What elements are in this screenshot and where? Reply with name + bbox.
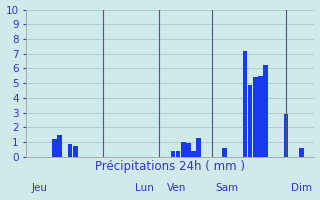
Text: Dim: Dim: [291, 183, 312, 193]
Bar: [171, 151, 175, 157]
Bar: [258, 76, 263, 157]
Bar: [243, 51, 247, 157]
Text: Sam: Sam: [215, 183, 238, 193]
Bar: [58, 135, 62, 157]
Text: Lun: Lun: [135, 183, 154, 193]
Bar: [248, 85, 252, 157]
Bar: [176, 151, 180, 157]
Bar: [263, 65, 268, 157]
Bar: [196, 138, 201, 157]
Bar: [222, 148, 227, 157]
Bar: [68, 144, 72, 157]
Bar: [181, 142, 186, 157]
Bar: [186, 143, 191, 157]
Text: Jeu: Jeu: [31, 183, 47, 193]
Bar: [52, 139, 57, 157]
Bar: [191, 151, 196, 157]
Text: Ven: Ven: [166, 183, 186, 193]
Bar: [284, 114, 288, 157]
Bar: [299, 148, 304, 157]
Bar: [73, 146, 77, 157]
X-axis label: Précipitations 24h ( mm ): Précipitations 24h ( mm ): [95, 160, 245, 173]
Bar: [253, 77, 258, 157]
